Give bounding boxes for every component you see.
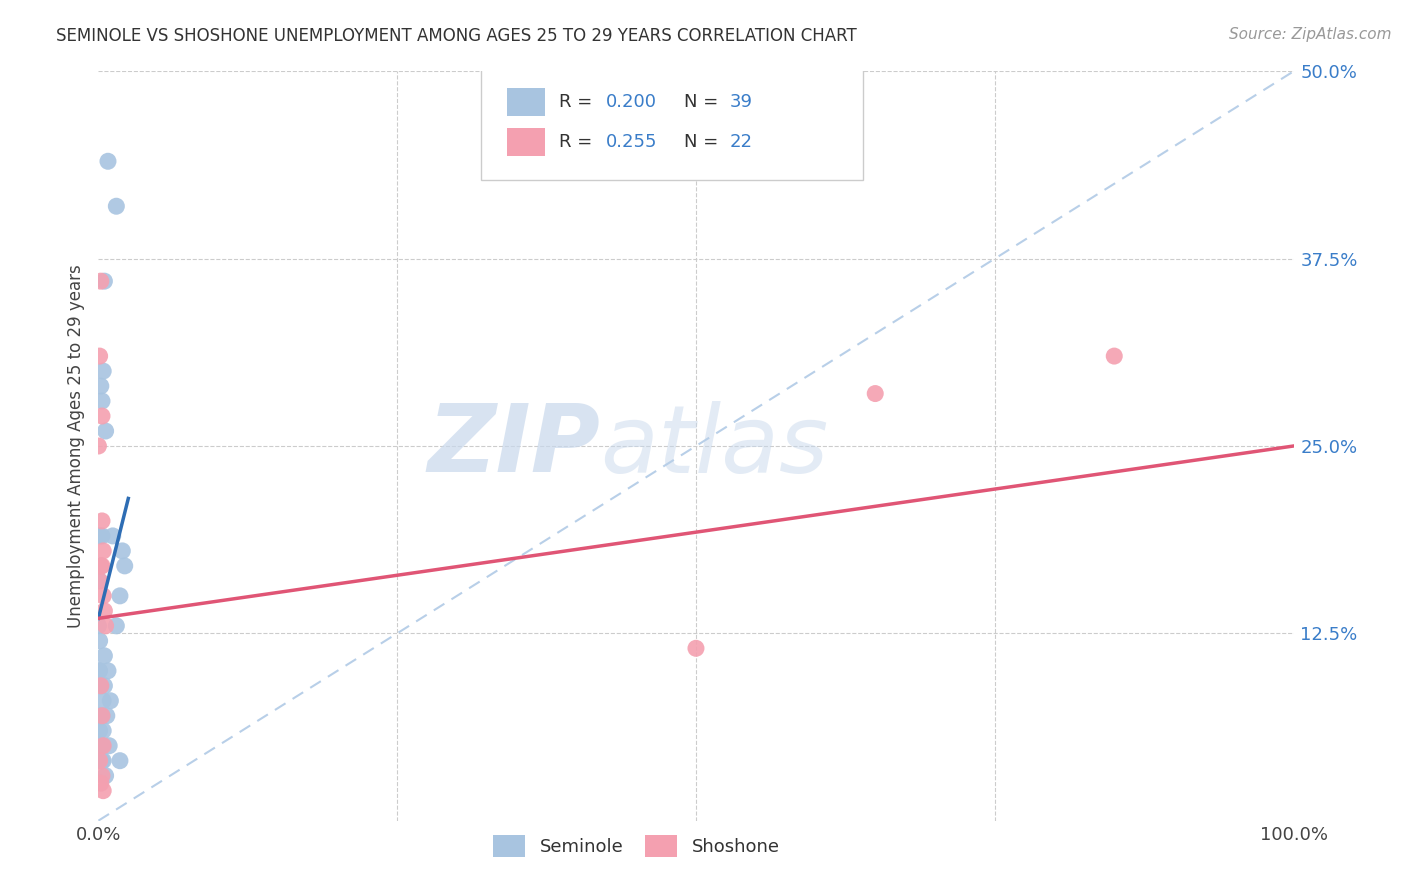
Point [90,379,112,393]
Point [91,694,114,708]
Text: N =: N = [685,133,724,151]
Point [91,589,114,603]
Point [87,664,110,678]
Point [87,439,110,453]
Point [94,424,117,438]
Point [91,514,114,528]
Point [89,529,111,543]
Point [94,769,117,783]
Text: Source: ZipAtlas.com: Source: ZipAtlas.com [1229,27,1392,42]
Point [91,708,114,723]
Point [87,619,110,633]
Point [91,364,114,378]
Text: SEMINOLE VS SHOSHONE UNEMPLOYMENT AMONG AGES 25 TO 29 YEARS CORRELATION CHART: SEMINOLE VS SHOSHONE UNEMPLOYMENT AMONG … [56,27,858,45]
Point [93,679,115,693]
Point [89,723,111,738]
Point [91,409,114,423]
FancyBboxPatch shape [508,87,546,116]
Point [90,679,112,693]
Point [91,544,114,558]
Point [91,754,114,768]
Point [90,558,112,573]
Point [91,708,114,723]
Point [91,769,114,783]
Point [97,664,120,678]
FancyBboxPatch shape [481,68,863,180]
Point [90,776,112,790]
Point [1104,349,1126,363]
Point [98,694,122,708]
Text: atlas: atlas [600,401,828,491]
Point [93,274,115,288]
Y-axis label: Unemployment Among Ages 25 to 29 years: Unemployment Among Ages 25 to 29 years [66,264,84,628]
Point [90,679,112,693]
Point [91,754,114,768]
Legend: Seminole, Shoshone: Seminole, Shoshone [485,828,787,864]
Point [108,589,131,603]
Point [93,604,115,618]
Point [97,154,120,169]
Point [89,664,111,678]
Point [90,274,112,288]
Point [96,708,118,723]
Point [93,648,115,663]
Point [91,739,114,753]
Point [87,739,110,753]
Point [89,574,111,588]
FancyBboxPatch shape [508,128,546,156]
Point [94,619,117,633]
Text: N =: N = [685,93,724,112]
Text: R =: R = [558,93,598,112]
Text: 39: 39 [730,93,752,112]
Point [105,619,128,633]
Point [91,723,114,738]
Point [91,739,114,753]
Point [101,529,124,543]
Point [91,558,114,573]
Point [685,641,707,656]
Text: 0.255: 0.255 [606,133,658,151]
Point [108,754,131,768]
Text: 22: 22 [730,133,752,151]
Point [105,199,128,213]
Point [98,739,121,753]
Point [89,633,111,648]
Point [865,386,887,401]
Point [90,558,112,573]
Point [114,558,136,573]
Point [89,574,111,588]
Point [89,754,111,768]
Text: 0.200: 0.200 [606,93,658,112]
Point [91,783,114,797]
Point [91,529,114,543]
Text: R =: R = [558,133,598,151]
Point [89,349,111,363]
Point [90,739,112,753]
Text: ZIP: ZIP [427,400,600,492]
Point [91,394,114,409]
Point [87,708,110,723]
Point [111,544,134,558]
